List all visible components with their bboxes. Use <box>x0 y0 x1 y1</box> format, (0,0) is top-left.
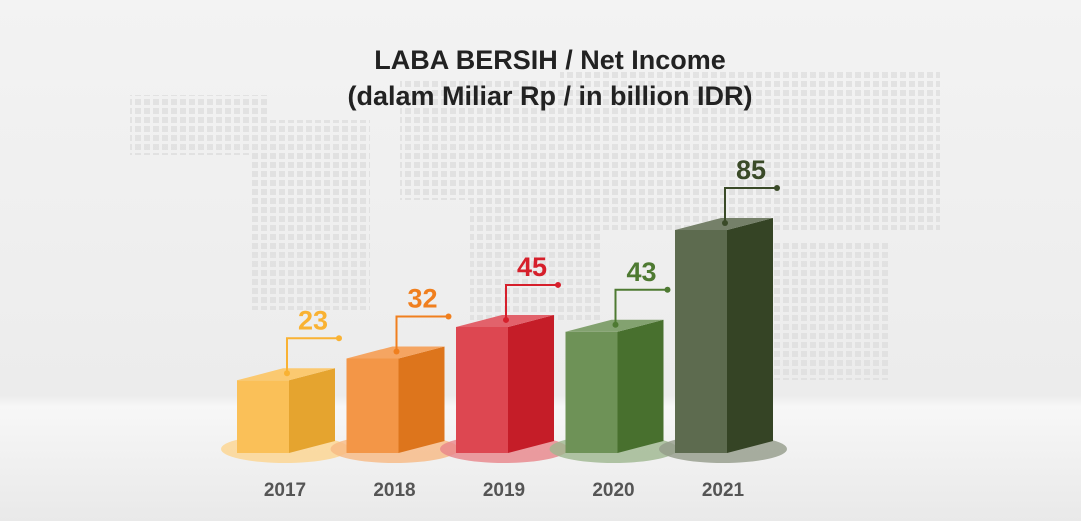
leader-line <box>724 187 777 223</box>
data-label: 45 <box>517 252 547 282</box>
bar-side <box>617 319 664 453</box>
leader-line <box>614 288 668 325</box>
bar-side <box>289 368 335 453</box>
x-tick-label: 2020 <box>592 480 634 501</box>
leader-line <box>505 283 558 320</box>
leader-dot <box>336 335 342 342</box>
bar <box>456 314 554 453</box>
data-label: 23 <box>298 305 328 335</box>
data-label: 43 <box>626 257 656 287</box>
leader-dot <box>722 220 728 226</box>
data-label: 32 <box>407 284 437 314</box>
chart-subtitle: (dalam Miliar Rp / in billion IDR) <box>347 81 752 111</box>
leader-dot <box>393 348 400 355</box>
chart-title: LABA BERSIH / Net Income <box>374 45 726 75</box>
leader-dot <box>664 286 671 293</box>
leader-dot <box>555 281 561 288</box>
bar-side <box>508 314 554 453</box>
bar-front <box>675 230 727 453</box>
leader-dot <box>284 370 290 377</box>
x-tick-label: 2018 <box>373 480 415 501</box>
bar-front <box>346 358 399 453</box>
bar <box>237 368 335 453</box>
x-tick-label: 2019 <box>483 480 525 501</box>
bar-front <box>237 380 289 453</box>
leader-dot <box>445 313 452 320</box>
leader-line <box>286 337 339 374</box>
leader-line <box>395 315 449 352</box>
bar <box>565 319 664 453</box>
data-label: 85 <box>736 155 766 185</box>
bar-front <box>456 326 508 453</box>
bar-side <box>727 218 773 453</box>
bar <box>346 346 445 453</box>
bar <box>675 218 773 453</box>
leader-dot <box>774 185 780 191</box>
world-map <box>130 70 940 380</box>
x-tick-label: 2021 <box>702 480 745 501</box>
leader-dot <box>612 321 619 328</box>
bar-front <box>565 331 618 453</box>
x-tick-label: 2017 <box>264 480 306 501</box>
leader-dot <box>503 316 509 323</box>
bar-side <box>398 346 445 453</box>
